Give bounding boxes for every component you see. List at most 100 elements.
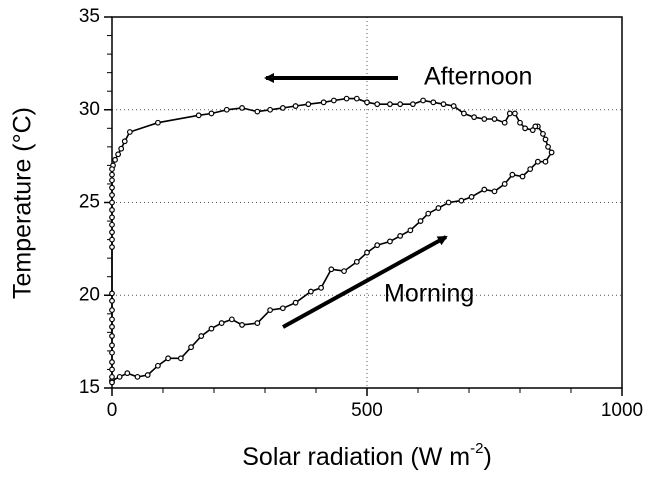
data-point (292, 299, 299, 306)
data-point (481, 186, 488, 193)
data-point (154, 119, 161, 126)
data-point (112, 156, 118, 163)
data-point (279, 104, 286, 111)
y-axis-label: Temperature (°C) (9, 107, 37, 299)
data-point (328, 266, 335, 273)
data-point (223, 106, 230, 113)
y-tick-label: 15 (79, 377, 100, 398)
data-point (239, 104, 245, 111)
data-point (134, 373, 141, 380)
annotation: Morning (384, 280, 474, 308)
data-point (305, 101, 312, 108)
data-point (144, 372, 151, 378)
data-point (154, 362, 161, 369)
data-point (374, 101, 381, 108)
data-point (407, 227, 414, 234)
data-point (425, 210, 432, 217)
data-point (534, 158, 541, 165)
data-point (397, 101, 404, 108)
data-point (450, 103, 457, 109)
data-point (353, 258, 360, 265)
data-point (109, 207, 115, 213)
data-point (491, 188, 498, 195)
x-axis-label-sup: -2 (470, 440, 483, 457)
y-tick-label: 20 (79, 284, 100, 305)
data-point (529, 127, 536, 134)
data-point (109, 342, 115, 349)
data-point (430, 99, 437, 106)
data-point (341, 268, 347, 275)
data-point (109, 199, 115, 206)
y-tick-label: 25 (79, 192, 100, 213)
data-point (491, 116, 498, 122)
data-point (417, 218, 424, 224)
data-point (109, 184, 115, 191)
data-point (461, 110, 467, 117)
data-point (165, 355, 172, 362)
data-point (109, 214, 115, 221)
data-point (118, 145, 125, 152)
data-point (545, 143, 551, 150)
data-point (109, 373, 115, 380)
data-point (292, 103, 299, 109)
data-point (501, 119, 508, 126)
data-point (522, 125, 528, 132)
data-point (109, 177, 115, 184)
data-point (440, 101, 447, 108)
data-point (420, 97, 427, 104)
data-point (124, 370, 131, 377)
data-point (208, 110, 215, 117)
x-axis-label: Solar radiation (W m-2) (242, 440, 492, 471)
data-point (512, 110, 518, 117)
data-point (228, 316, 235, 323)
data-point (121, 138, 128, 145)
data-point (387, 101, 393, 108)
data-point (410, 101, 416, 108)
data-point (481, 116, 488, 122)
data-point (353, 95, 360, 102)
data-point (517, 119, 523, 126)
x-axis-label-text: Solar radiation (W m (242, 443, 470, 471)
data-point (208, 325, 215, 332)
data-point (364, 249, 370, 256)
data-point (519, 173, 526, 180)
data-point (109, 297, 115, 304)
data-point (109, 349, 115, 356)
data-point (279, 305, 286, 312)
morning-arrow (282, 235, 448, 329)
data-point (387, 238, 393, 245)
data-point (109, 359, 115, 365)
x-tick-label: 0 (107, 400, 118, 421)
data-point (109, 244, 115, 250)
data-point (109, 192, 115, 198)
x-tick-label: 1000 (601, 400, 643, 421)
data-point (542, 158, 549, 165)
data-point (506, 110, 513, 117)
data-point (445, 199, 452, 206)
data-point (116, 373, 123, 380)
data-point (509, 171, 516, 178)
data-point (542, 136, 549, 143)
data-point (109, 229, 115, 236)
data-point (501, 181, 508, 187)
data-point (109, 307, 115, 313)
data-line (111, 97, 553, 383)
data-point (254, 320, 261, 326)
data-point (435, 205, 442, 211)
data-point (195, 112, 202, 119)
data-point (218, 320, 225, 326)
data-point (397, 232, 404, 239)
data-point (308, 288, 314, 295)
data-point (254, 108, 261, 115)
data-point (374, 242, 381, 249)
data-point (109, 221, 115, 228)
data-point (471, 114, 478, 121)
annotation: Afternoon (424, 63, 532, 91)
data-point (177, 355, 184, 362)
data-point (109, 323, 115, 330)
data-point (126, 129, 133, 135)
data-point (364, 99, 370, 106)
data-point (468, 194, 475, 200)
data-point (109, 236, 115, 243)
